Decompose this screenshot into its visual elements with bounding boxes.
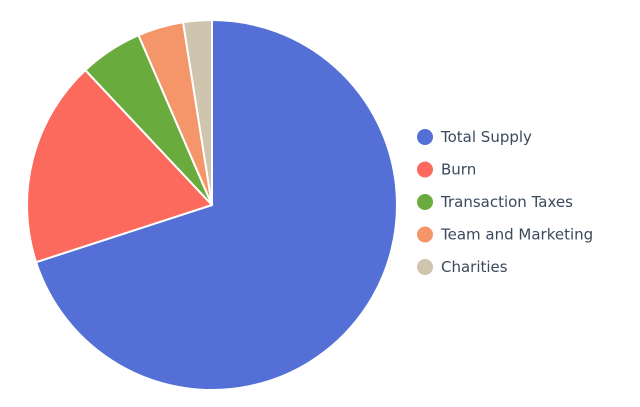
legend-label-transaction-taxes: Transaction Taxes	[440, 193, 573, 211]
pie-slice-charities[interactable]	[182, 19, 213, 206]
legend-marker-transaction-taxes	[417, 194, 433, 210]
legend-label-team-and-marketing: Team and Marketing	[440, 226, 593, 244]
legend-label-total-supply: Total Supply	[440, 128, 532, 146]
legend: Total Supply Burn Transaction Taxes Team an…	[417, 128, 593, 276]
pie-slice-total-supply[interactable]	[35, 19, 398, 391]
legend-label-burn: Burn	[441, 161, 476, 179]
legend-item-burn[interactable]: Burn	[417, 161, 476, 179]
legend-item-team-and-marketing[interactable]: Team and Marketing	[417, 226, 593, 244]
legend-item-charities[interactable]: Charities	[417, 258, 508, 276]
legend-item-total-supply[interactable]: Total Supply	[417, 128, 532, 146]
legend-marker-charities	[417, 259, 433, 275]
legend-marker-burn	[417, 161, 433, 178]
legend-item-transaction-taxes[interactable]: Transaction Taxes	[417, 193, 573, 211]
legend-marker-team-and-marketing	[417, 226, 433, 243]
legend-marker-total-supply	[417, 129, 433, 145]
pie-slices	[26, 19, 398, 391]
legend-label-charities: Charities	[441, 258, 508, 276]
pie-slice-burn[interactable]	[26, 69, 213, 264]
